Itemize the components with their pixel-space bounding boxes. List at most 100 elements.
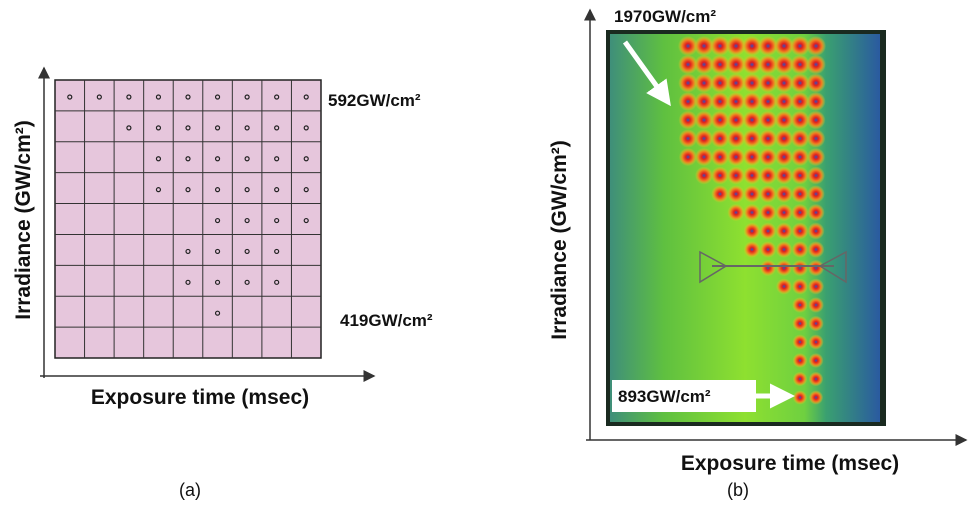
- spot: [743, 185, 761, 203]
- label-box: [612, 380, 756, 412]
- spot: [155, 94, 162, 100]
- spot: [67, 94, 73, 100]
- spot: [244, 279, 250, 285]
- annotation: 1970GW/cm²: [614, 7, 716, 26]
- spot: [710, 147, 730, 167]
- spot: [790, 147, 810, 167]
- spot: [758, 129, 778, 148]
- spot: [710, 110, 730, 130]
- spot: [694, 54, 714, 75]
- spot: [244, 156, 250, 162]
- spot: [806, 36, 826, 56]
- spot: [758, 73, 778, 93]
- spot: [711, 185, 729, 203]
- spot: [274, 94, 280, 100]
- spot: [791, 166, 809, 185]
- spot: [214, 310, 221, 316]
- spot: [214, 156, 221, 162]
- spot: [742, 91, 762, 112]
- spot: [807, 241, 825, 258]
- spot: [791, 259, 809, 277]
- spot: [274, 279, 280, 285]
- spot: [759, 166, 777, 185]
- spot: [214, 94, 221, 100]
- spot: [758, 91, 778, 112]
- spot: [710, 129, 730, 148]
- spot: [695, 166, 713, 185]
- spot: [806, 129, 826, 148]
- spot: [727, 166, 745, 185]
- spot: [774, 36, 794, 56]
- annotation: 893GW/cm²: [618, 387, 711, 406]
- spot: [759, 259, 777, 277]
- spot: [791, 241, 809, 258]
- spot: [244, 217, 250, 224]
- spot: [274, 156, 280, 162]
- spot: [303, 94, 309, 100]
- spot: [155, 187, 162, 193]
- spot: [743, 241, 761, 258]
- spot: [758, 147, 778, 167]
- x-axis-label: Exposure time (msec): [681, 452, 899, 475]
- annotation: 592GW/cm²: [328, 91, 421, 110]
- spot: [678, 73, 698, 93]
- arrow: [622, 40, 671, 107]
- spot: [155, 125, 162, 131]
- spot: [774, 73, 794, 93]
- spot: [775, 259, 793, 277]
- spot: [774, 54, 794, 75]
- spot: [711, 166, 729, 185]
- y-axis-label: Irradiance (GW/cm²): [548, 140, 571, 340]
- spot: [759, 241, 777, 258]
- sample-grid: [54, 79, 322, 359]
- spot: [726, 147, 746, 167]
- spot: [743, 222, 761, 240]
- caption: (a): [179, 480, 201, 500]
- annotation: 419GW/cm²: [340, 311, 433, 330]
- spot: [808, 315, 824, 332]
- spot: [743, 166, 761, 185]
- spot: [214, 217, 221, 224]
- spot: [214, 125, 221, 131]
- spot: [806, 147, 826, 167]
- spot: [694, 73, 714, 93]
- spot: [807, 185, 825, 203]
- spot: [808, 390, 824, 405]
- spot: [244, 248, 250, 255]
- spot: [775, 222, 793, 240]
- spot: [678, 129, 698, 148]
- spot: [694, 147, 714, 167]
- spot: [214, 187, 221, 193]
- spot: [185, 279, 191, 285]
- spot: [185, 125, 191, 131]
- spot: [742, 110, 762, 130]
- spot: [185, 156, 191, 162]
- spot: [274, 187, 280, 193]
- spot: [759, 203, 777, 222]
- spot: [694, 110, 714, 130]
- spot: [806, 110, 826, 130]
- spot: [808, 353, 824, 368]
- spot: [775, 203, 793, 222]
- spot: [792, 353, 808, 368]
- spot: [807, 203, 825, 222]
- spot: [792, 334, 808, 350]
- spot: [774, 147, 794, 167]
- spot: [727, 185, 745, 203]
- spot: [742, 147, 762, 167]
- spot: [710, 73, 730, 93]
- spot: [792, 390, 808, 405]
- spot: [678, 110, 698, 130]
- spot: [694, 91, 714, 112]
- spot: [792, 297, 808, 313]
- spot: [726, 54, 746, 75]
- spot: [758, 110, 778, 130]
- spot: [775, 166, 793, 185]
- spot: [758, 36, 778, 56]
- spot: [155, 156, 162, 162]
- spot: [791, 278, 809, 295]
- spot: [726, 73, 746, 93]
- spot: [808, 334, 824, 350]
- spot: [775, 241, 793, 258]
